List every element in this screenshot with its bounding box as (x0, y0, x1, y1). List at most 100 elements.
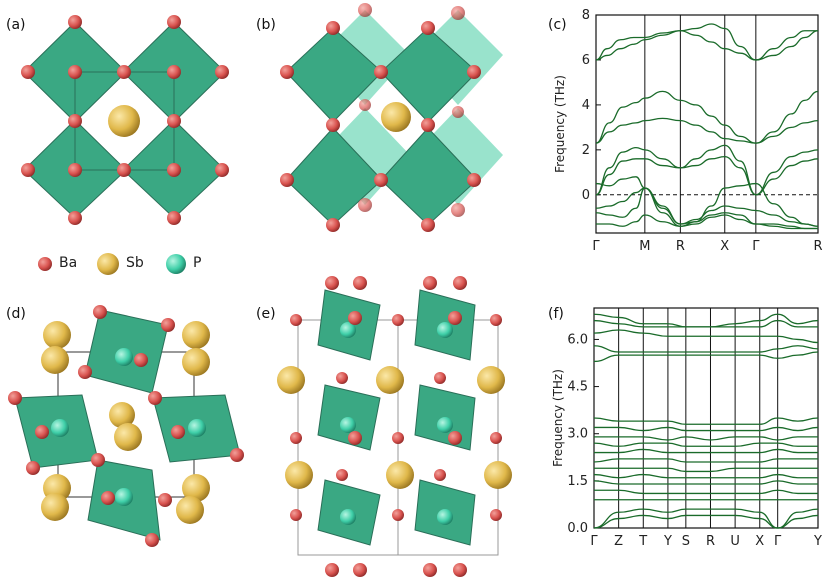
ba-atom (21, 65, 35, 79)
sb-atom (386, 461, 414, 489)
phonon-band-6 (594, 426, 819, 432)
structure-e (277, 276, 512, 577)
sb-atom (182, 321, 210, 349)
y-tick-label: 8 (582, 8, 590, 23)
ba-atom (117, 163, 131, 177)
ba-atom (167, 114, 181, 128)
ba-atom (374, 173, 388, 187)
ba-atom (215, 163, 229, 177)
p-atom (115, 488, 133, 506)
phonon-band-0 (595, 23, 818, 61)
ba-atom (392, 509, 404, 521)
ba-atom (68, 163, 82, 177)
ba-atom (392, 432, 404, 444)
ba-atom (453, 276, 467, 290)
structure-a (21, 15, 229, 225)
y-tick-label: 2 (582, 143, 590, 158)
y-tick-label: 4.5 (567, 380, 588, 395)
ba-atom (453, 563, 467, 577)
phonon-band-10 (593, 458, 818, 463)
sb-atom (108, 105, 140, 137)
phonon-band-5 (595, 155, 819, 196)
ba-atom (167, 15, 181, 29)
phonon-band-1 (593, 319, 818, 328)
kpoint-label: Γ (590, 534, 598, 549)
ba-atom (452, 106, 464, 118)
ba-atom (359, 99, 371, 111)
ba-atom (336, 372, 348, 384)
panel-label-a: (a) (6, 17, 26, 33)
ba-atom (348, 311, 362, 325)
ba-atom (421, 218, 435, 232)
kpoint-label: M (639, 239, 650, 254)
ba-atom (467, 173, 481, 187)
legend-p-label: P (193, 255, 202, 271)
phonon-band-8 (593, 442, 818, 447)
ba-atom (392, 314, 404, 326)
ba-atom (467, 65, 481, 79)
ba-atom (421, 118, 435, 132)
sb-atom (376, 366, 404, 394)
ba-atom (8, 391, 22, 405)
sb-atom (277, 366, 305, 394)
panel-label-e: (e) (256, 306, 276, 322)
phonon-band-1 (595, 30, 819, 61)
phonon-band-7 (594, 436, 818, 441)
y-tick-label: 6 (582, 53, 590, 68)
p-atom (340, 509, 356, 525)
ba-atom (91, 453, 105, 467)
p-atom (340, 417, 356, 433)
panel-label-b: (b) (256, 17, 276, 33)
ba-atom (421, 21, 435, 35)
ba-atom (325, 563, 339, 577)
phonon-band-2 (593, 329, 819, 344)
structure-b (280, 3, 503, 232)
ba-atom (26, 461, 40, 475)
ba-atom (101, 491, 115, 505)
p-atom (437, 322, 453, 338)
sb-atom (285, 461, 313, 489)
panel-label-c: (c) (548, 17, 567, 33)
kpoint-label: X (755, 534, 764, 549)
phonon-band-4 (593, 351, 819, 363)
sb-atom (114, 423, 142, 451)
ba-atom (21, 163, 35, 177)
y-tick-label: 0 (582, 188, 590, 203)
y-tick-label: 0.0 (567, 521, 588, 536)
kpoint-label: S (682, 534, 690, 549)
ba-atom (148, 391, 162, 405)
panel-label-f: (f) (548, 306, 564, 322)
kpoint-label: R (676, 239, 685, 254)
phonon-band-17 (593, 514, 819, 529)
structure-d (8, 305, 244, 547)
phonon-band-8 (595, 187, 818, 230)
sb-atom (41, 493, 69, 521)
phonon-band-13 (593, 480, 818, 485)
y-axis-label: Frequency (THz) (553, 75, 567, 173)
ba-atom (325, 276, 339, 290)
phonon-band-5 (593, 417, 819, 425)
sb-atom (41, 346, 69, 374)
ba-atom (326, 118, 340, 132)
legend-sb-label: Sb (126, 255, 144, 271)
ba-atom (117, 65, 131, 79)
sb-atom (381, 102, 411, 132)
kpoint-label: Y (813, 534, 822, 549)
ba-atom (448, 311, 462, 325)
ba-atom (171, 425, 185, 439)
ba-atom (35, 425, 49, 439)
ba-atom (68, 114, 82, 128)
ba-atom (290, 432, 302, 444)
ba-atom (353, 563, 367, 577)
kpoint-label: U (730, 534, 740, 549)
y-tick-label: 1.5 (567, 474, 588, 489)
ba-atom (348, 431, 362, 445)
ba-atom (326, 21, 340, 35)
ba-atom (326, 218, 340, 232)
ba-atom (68, 211, 82, 225)
panel-label-d: (d) (6, 306, 26, 322)
ba-atom (448, 431, 462, 445)
phonon-band-3 (593, 345, 819, 353)
ba-atom (358, 198, 372, 212)
